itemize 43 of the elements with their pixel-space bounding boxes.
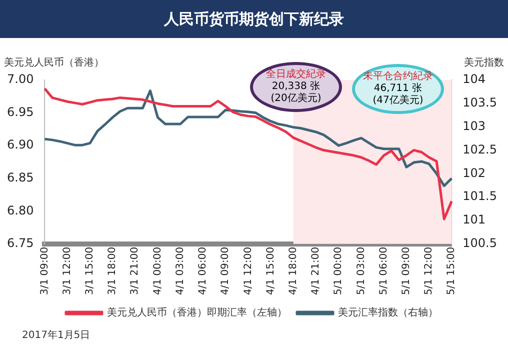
x-tick-label: 3/1 18:00: [107, 246, 118, 296]
x-tick-label: 4/1 18:00: [288, 246, 299, 296]
y2-tick-label: 102: [462, 166, 486, 180]
x-tick-label: 3/1 12:00: [62, 246, 73, 296]
y2-tick-label: 101: [462, 212, 486, 227]
x-tick-label: 3/1 15:00: [84, 246, 96, 296]
x-tick-label: 5/1 09:00: [401, 246, 412, 296]
x-tick-label: 5/1 15:00: [446, 246, 458, 296]
x-tick-label: 5/1 12:00: [424, 246, 435, 296]
x-tick-label: 4/1 06:00: [198, 246, 209, 296]
y2-tick-label: 102.5: [462, 142, 498, 156]
x-tick-label: 5/1 06:00: [378, 246, 390, 296]
x-tick-label: 4/1 12:00: [242, 246, 254, 296]
y-tick-label: 6.95: [7, 104, 34, 119]
x-tick-label: 4/1 03:00: [174, 246, 186, 296]
y-tick-label: 6.80: [7, 203, 34, 218]
x-tick-label: 4/1 09:00: [220, 246, 232, 296]
y2-tick-label: 103.5: [462, 96, 498, 110]
y2-tick-label: 104: [462, 72, 486, 86]
legend-label: 美元兑人民币（香港）即期汇率（左轴）: [107, 306, 287, 319]
annotation: 未平仓合约紀录 46,711 张 (47亿美元): [363, 71, 433, 107]
x-tick-label: 5/1 00:00: [333, 246, 344, 296]
chart-title: 人民币货币期货创下新纪录: [0, 0, 508, 38]
y2-tick-label: 100.5: [462, 236, 498, 250]
y2-tick-label: 103: [462, 118, 486, 133]
y-tick-label: 7.00: [7, 72, 34, 86]
legend-label: 美元汇率指数（右轴）: [338, 306, 438, 319]
oval-callout: 未平仓合约紀录 46,711 张 (47亿美元): [352, 64, 444, 114]
x-tick-label: 4/1 00:00: [152, 246, 164, 296]
y2-axis-title: 美元指数: [464, 56, 504, 69]
x-tick-label: 4/1 15:00: [265, 246, 276, 296]
x-tick-label: 3/1 21:00: [130, 246, 141, 296]
y-tick-label: 6.85: [7, 170, 34, 184]
y-axis-title: 美元兑人民币（香港）: [4, 56, 104, 69]
annotation: 全日成交紀录 20,338 张 (20亿美元): [266, 69, 326, 105]
y-tick-label: 6.90: [7, 138, 34, 152]
x-tick-label: 4/1 21:00: [310, 246, 322, 296]
text: 2017年1月5日: [22, 329, 90, 342]
oval-callout: 全日成交紀录 20,338 张 (20亿美元): [250, 62, 342, 112]
x-tick-label: 3/1 09:00: [39, 246, 50, 296]
y2-tick-label: 101.5: [462, 189, 498, 204]
y-tick-label: 6.75: [7, 236, 34, 250]
x-tick-label: 5/1 03:00: [356, 246, 367, 296]
